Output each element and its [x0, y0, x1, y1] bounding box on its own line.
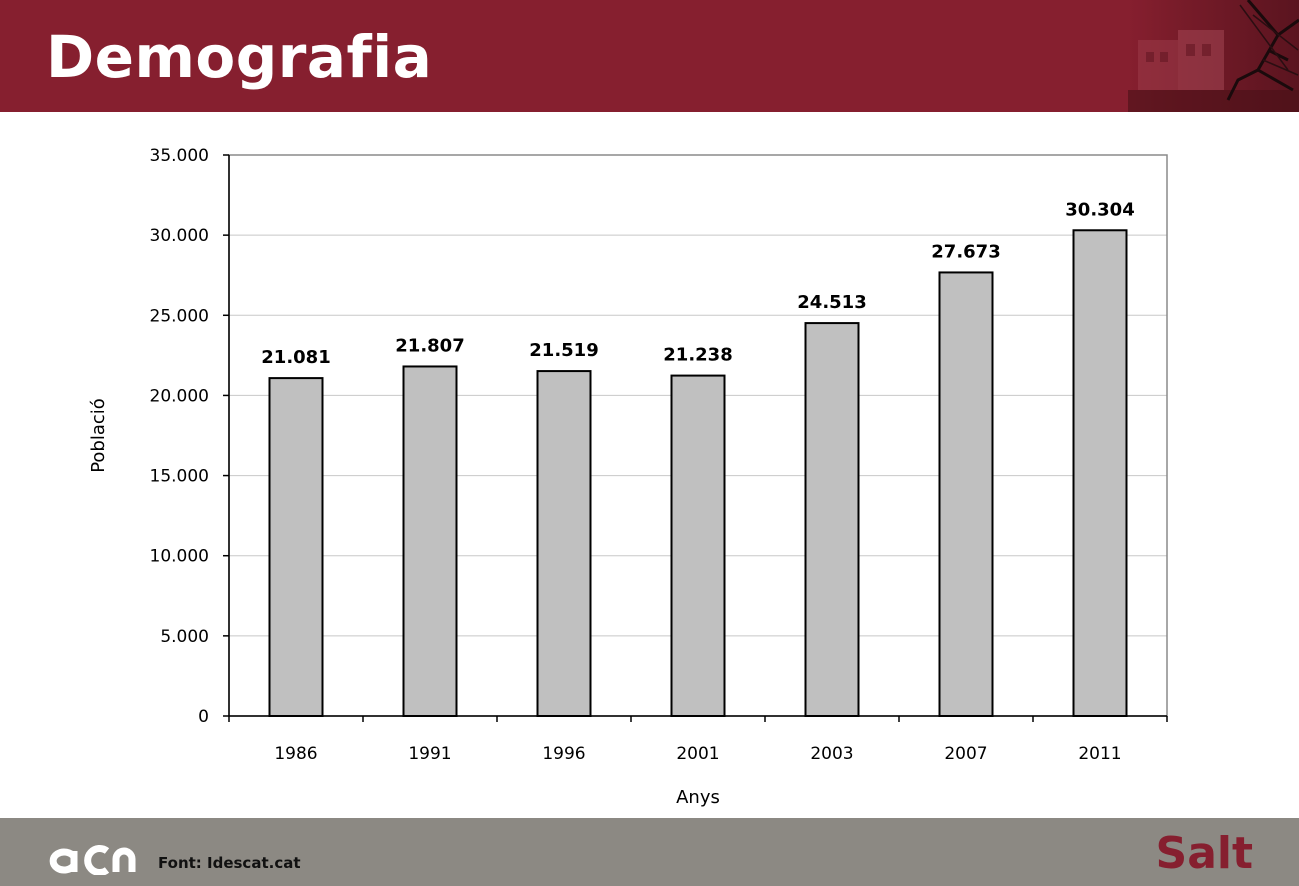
- x-tick-label: 1991: [408, 744, 451, 764]
- data-label: 21.519: [529, 340, 598, 361]
- slide-footer: [0, 818, 1299, 886]
- bar: [268, 377, 324, 717]
- bar: [938, 271, 994, 717]
- y-tick-label: 30.000: [150, 226, 209, 246]
- data-label: 21.807: [395, 335, 464, 356]
- header-image: [1128, 0, 1299, 112]
- bar: [402, 365, 458, 717]
- data-label: 27.673: [931, 241, 1000, 262]
- y-tick-label: 25.000: [150, 306, 209, 326]
- slide-header: [0, 0, 1299, 112]
- data-label: 24.513: [797, 292, 866, 313]
- slide-title: Demografia: [46, 23, 433, 91]
- x-tick-label: 2007: [944, 744, 987, 764]
- data-label: 30.304: [1065, 199, 1134, 220]
- x-axis-title: Anys: [676, 787, 720, 808]
- y-tick-label: 5.000: [160, 627, 209, 647]
- x-tick-label: 2011: [1078, 744, 1121, 764]
- source-note: Font: Idescat.cat: [158, 854, 301, 872]
- x-tick-label: 2003: [810, 744, 853, 764]
- acn-logo-icon: [48, 843, 148, 879]
- data-label: 21.081: [261, 347, 330, 368]
- bar: [804, 322, 860, 718]
- y-axis-title: Població: [88, 398, 109, 473]
- x-tick-label: 2001: [676, 744, 719, 764]
- bar: [1072, 229, 1128, 717]
- town-photo-icon: [1128, 0, 1299, 112]
- y-tick-label: 10.000: [150, 547, 209, 567]
- bar: [670, 374, 726, 717]
- y-tick-label: 15.000: [150, 467, 209, 487]
- brand-label: Salt: [1155, 828, 1254, 879]
- bar: [536, 370, 592, 717]
- bar-chart-svg: 0 5.000 10.000 15.000 20.000 25.000 30.000 35.0…: [88, 146, 1168, 808]
- x-tick-label: 1996: [542, 744, 585, 764]
- y-tick-label: 20.000: [150, 386, 209, 406]
- population-chart: 0 5.000 10.000 15.000 20.000 25.000 30.000 35.0…: [0, 112, 1299, 818]
- data-label: 21.238: [663, 345, 732, 366]
- y-tick-label: 0: [198, 707, 209, 727]
- y-tick-label: 35.000: [150, 146, 209, 166]
- x-tick-label: 1986: [274, 744, 317, 764]
